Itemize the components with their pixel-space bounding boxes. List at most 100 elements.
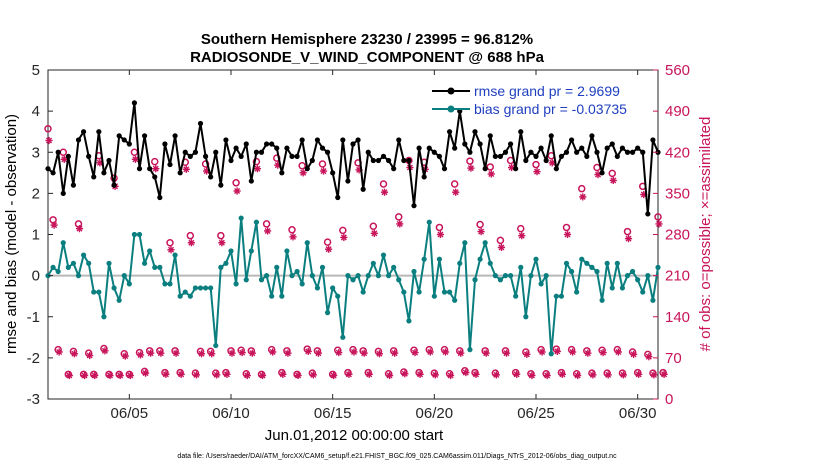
bias-point xyxy=(70,260,77,266)
rmse-point xyxy=(147,166,153,172)
x-tick-label: 06/15 xyxy=(314,405,352,422)
rmse-point xyxy=(50,170,56,176)
obs-possible-marker xyxy=(288,226,296,234)
rmse-point xyxy=(477,141,483,147)
bias-point xyxy=(640,289,646,295)
bias-point xyxy=(208,285,214,291)
chart-title: Southern Hemisphere 23230 / 23995 = 96.8… xyxy=(201,31,533,48)
rmse-point xyxy=(258,149,265,155)
obs-assimilated-marker xyxy=(370,229,378,237)
bias-point xyxy=(411,268,417,275)
rmse-point xyxy=(502,149,509,155)
bias-point xyxy=(274,264,280,270)
obs-assimilated-marker xyxy=(543,371,551,380)
rmse-point xyxy=(604,145,610,151)
obs-possible-marker xyxy=(476,220,484,229)
bias-point xyxy=(172,252,178,258)
rmse-point xyxy=(284,145,290,151)
rmse-point xyxy=(650,137,656,143)
rmse-point xyxy=(385,157,392,164)
obs-assimilated-marker xyxy=(604,371,612,379)
obs-possible-marker xyxy=(49,216,57,224)
legend: rmse grand pr = 2.9699 bias grand pr = -… xyxy=(432,83,627,117)
rmse-point xyxy=(497,153,504,159)
bias-point xyxy=(370,260,376,266)
obs-assimilated-marker xyxy=(619,371,628,379)
obs-assimilated-marker xyxy=(584,349,592,357)
obs-assimilated-marker xyxy=(467,164,475,172)
obs-assimilated-marker xyxy=(208,350,216,358)
y-right-tick-label: 280 xyxy=(665,227,690,244)
obs-assimilated-marker xyxy=(563,230,572,239)
bias-point xyxy=(319,264,326,270)
legend-bias-label: bias grand pr = -0.03735 xyxy=(474,101,627,117)
bias-point xyxy=(192,285,199,291)
obs-assimilated-marker xyxy=(253,165,262,173)
bias-point xyxy=(538,281,544,287)
obs-assimilated-marker xyxy=(126,371,134,380)
rmse-point xyxy=(223,137,229,143)
obs-possible-marker xyxy=(369,222,378,231)
rmse-point xyxy=(279,170,285,176)
rmse-point xyxy=(228,157,234,164)
obs-assimilated-marker xyxy=(614,348,622,356)
obs-assimilated-marker xyxy=(416,370,424,378)
bias-point xyxy=(487,260,493,266)
y-right-tick-label: 210 xyxy=(665,268,690,285)
obs-assimilated-marker xyxy=(482,349,490,357)
rmse-point xyxy=(309,157,315,164)
rmse-point xyxy=(218,182,224,188)
rmse-point xyxy=(533,153,539,159)
obs-assimilated-marker xyxy=(411,348,419,357)
rmse-point xyxy=(182,149,188,155)
legend-rmse-marker xyxy=(447,87,455,95)
bias-point xyxy=(385,273,392,279)
bias-point xyxy=(579,256,585,262)
obs-assimilated-marker xyxy=(106,371,114,380)
bias-point xyxy=(492,273,498,279)
obs-assimilated-marker xyxy=(630,350,638,358)
obs-assimilated-marker xyxy=(45,136,53,145)
rmse-point xyxy=(319,145,326,151)
obs-assimilated-marker xyxy=(152,165,160,173)
bias-point xyxy=(65,264,71,270)
rmse-point xyxy=(645,211,651,217)
rmse-point xyxy=(579,145,585,151)
bias-point xyxy=(477,256,483,262)
obs-assimilated-marker xyxy=(167,246,175,254)
rmse-point xyxy=(101,170,107,176)
obs-assimilated-marker xyxy=(60,155,68,163)
rmse-point xyxy=(253,149,260,155)
bias-point xyxy=(324,310,331,316)
bias-point xyxy=(152,264,158,270)
rmse-point xyxy=(563,149,570,155)
bias-point xyxy=(131,231,138,238)
x-tick-label: 06/05 xyxy=(111,405,149,422)
obs-assimilated-marker xyxy=(574,371,582,380)
bias-point xyxy=(467,347,473,353)
bias-point xyxy=(543,273,549,279)
bias-point xyxy=(350,277,356,283)
rmse-point xyxy=(543,157,549,164)
obs-assimilated-marker xyxy=(187,239,195,247)
obs-assimilated-marker xyxy=(436,230,445,239)
bias-point xyxy=(55,268,61,275)
rmse-point xyxy=(294,153,300,159)
bias-point xyxy=(574,289,580,295)
rmse-point xyxy=(121,137,127,143)
rmse-point xyxy=(330,170,336,176)
rmse-point xyxy=(238,153,244,159)
obs-possible-marker xyxy=(435,223,444,232)
rmse-point xyxy=(568,137,575,143)
y-right-tick-label: 140 xyxy=(665,309,690,326)
obs-assimilated-marker xyxy=(609,176,617,185)
bias-point xyxy=(162,281,168,287)
bias-point xyxy=(589,264,595,270)
rmse-point xyxy=(86,153,92,159)
y-right-tick-label: 70 xyxy=(665,350,682,367)
obs-assimilated-marker xyxy=(142,369,150,377)
obs-possible-marker xyxy=(44,125,52,133)
bias-point xyxy=(243,277,249,283)
rmse-point xyxy=(152,174,158,180)
